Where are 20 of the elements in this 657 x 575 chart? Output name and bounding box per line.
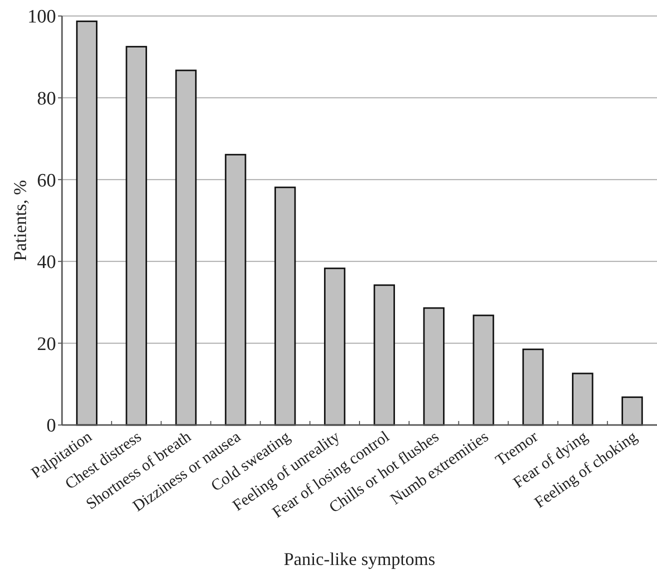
y-tick-label: 0 [46, 416, 56, 437]
bar [622, 396, 643, 426]
bar [522, 348, 544, 426]
y-tick-label: 40 [37, 252, 56, 274]
bar [224, 154, 246, 426]
y-tick-label: 60 [37, 170, 56, 192]
y-tick-label: 100 [28, 6, 56, 28]
bar [175, 70, 197, 426]
y-tick-label: 20 [37, 334, 56, 355]
bar [76, 20, 98, 426]
y-axis-title: Patients, % [10, 180, 30, 261]
bar [572, 372, 594, 426]
bar [324, 268, 346, 426]
bar [472, 314, 494, 426]
x-axis-title: Panic-like symptoms [284, 549, 436, 569]
bar [374, 284, 395, 426]
y-tick-label: 80 [37, 88, 56, 110]
bar [126, 46, 148, 426]
bar [423, 307, 445, 426]
bar [274, 186, 296, 426]
